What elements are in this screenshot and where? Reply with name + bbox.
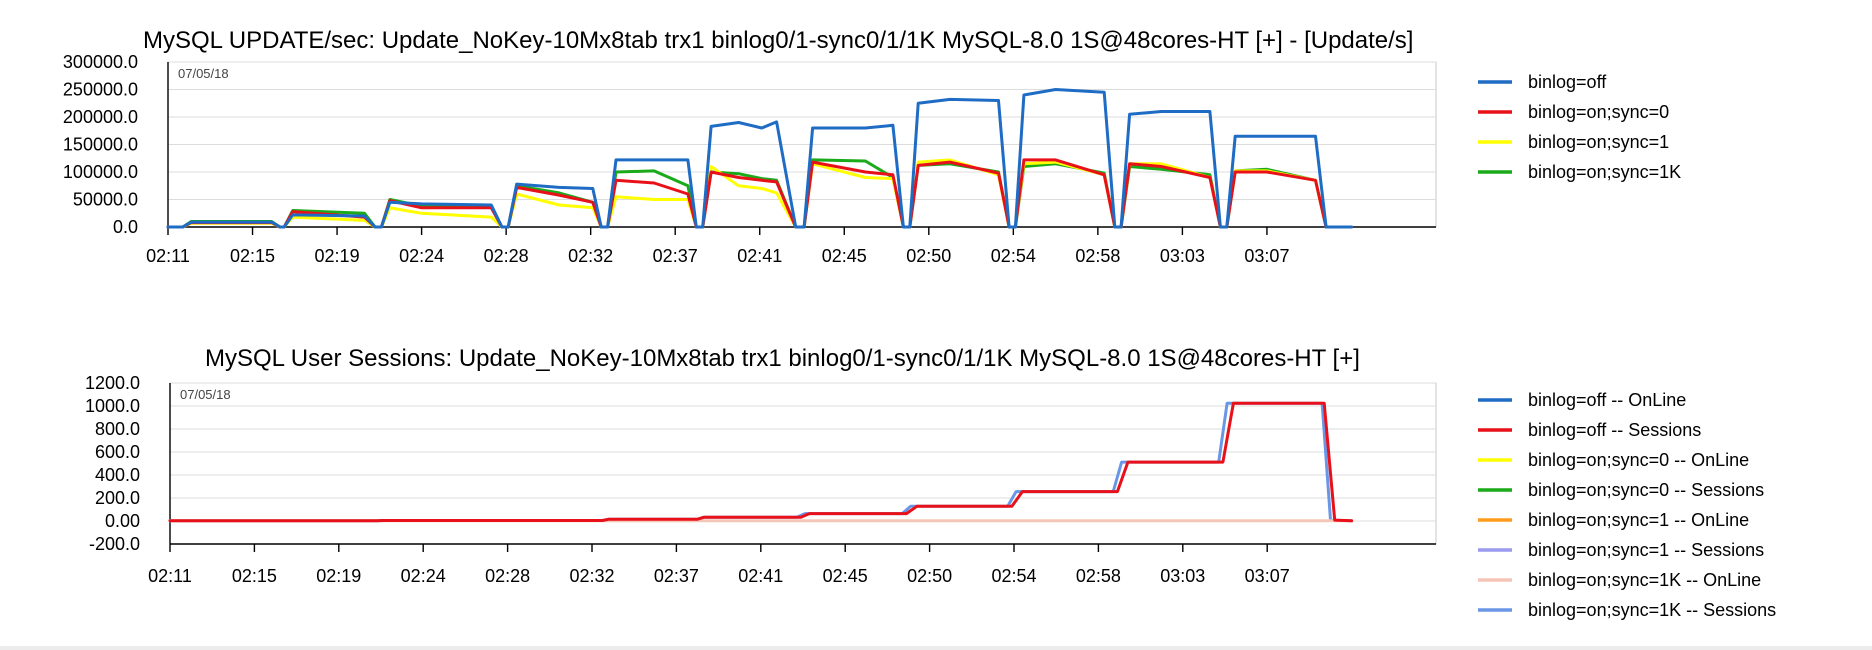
- sessions-legend-label-binlog-on-sync-0-sessions: binlog=on;sync=0 -- Sessions: [1528, 480, 1764, 500]
- sessions-y-tick-label: 600.0: [95, 442, 140, 462]
- sessions-x-tick-label: 03:03: [1160, 566, 1205, 586]
- updates-y-tick-label: 250000.0: [63, 80, 138, 100]
- sessions-y-tick-label: 1200.0: [85, 373, 140, 393]
- updates-x-tick-label: 03:03: [1160, 246, 1205, 266]
- sessions-chart-title: MySQL User Sessions: Update_NoKey-10Mx8t…: [205, 345, 1360, 372]
- updates-x-tick-label: 02:58: [1075, 246, 1120, 266]
- sessions-x-tick-label: 02:15: [232, 566, 277, 586]
- updates-y-tick-label: 0.0: [113, 217, 138, 237]
- sessions-legend-label-binlog-off-sessions: binlog=off -- Sessions: [1528, 420, 1701, 440]
- sessions-series-group: [168, 401, 1354, 523]
- updates-legend: binlog=off binlog=on;sync=0 binlog=on;sync…: [1478, 72, 1681, 182]
- updates-y-tick-label: 150000.0: [63, 135, 138, 155]
- sessions-series-line-binlog-off-sessions: [168, 401, 1354, 523]
- sessions-x-tick-label: 02:11: [148, 566, 192, 586]
- updates-date-stamp: 07/05/18: [178, 66, 229, 81]
- sessions-x-tick-label: 02:41: [738, 566, 783, 586]
- sessions-legend-label-binlog-on-sync-0-online: binlog=on;sync=0 -- OnLine: [1528, 450, 1749, 470]
- sessions-x-tick-label: 02:50: [907, 566, 952, 586]
- updates-y-tick-label: 100000.0: [63, 162, 138, 182]
- sessions-y-tick-label: 800.0: [95, 419, 140, 439]
- updates-x-tick-label: 02:15: [230, 246, 275, 266]
- sessions-chart: MySQL User Sessions: Update_NoKey-10Mx8t…: [85, 345, 1776, 620]
- updates-legend-label-binlog-on-sync-0: binlog=on;sync=0: [1528, 102, 1669, 122]
- sessions-x-tick-label: 02:54: [991, 566, 1036, 586]
- sessions-x-tick-label: 02:19: [316, 566, 361, 586]
- bottom-divider: [0, 646, 1872, 650]
- updates-legend-label-binlog-on-sync-1k: binlog=on;sync=1K: [1528, 162, 1681, 182]
- sessions-legend-label-binlog-off-online: binlog=off -- OnLine: [1528, 390, 1686, 410]
- sessions-x-tick-label: 02:45: [823, 566, 868, 586]
- updates-y-tick-label: 300000.0: [63, 52, 138, 72]
- sessions-legend: binlog=off -- OnLine binlog=off -- Sessio…: [1478, 390, 1776, 620]
- sessions-y-tick-label: 0.00: [105, 511, 140, 531]
- sessions-x-tick-label: 02:32: [569, 566, 614, 586]
- sessions-date-stamp: 07/05/18: [180, 387, 231, 402]
- updates-y-tick-label: 50000.0: [73, 190, 138, 210]
- sessions-legend-label-binlog-on-sync-1k-online: binlog=on;sync=1K -- OnLine: [1528, 570, 1761, 590]
- sessions-x-tick-label: 02:58: [1076, 566, 1121, 586]
- updates-series-group: [166, 88, 1353, 229]
- sessions-y-tick-label: -200.0: [89, 534, 140, 554]
- sessions-x-tick-label: 02:24: [401, 566, 446, 586]
- updates-x-tick-label: 02:37: [653, 246, 698, 266]
- updates-x-tick-label: 03:07: [1244, 246, 1289, 266]
- sessions-x-tick-label: 02:28: [485, 566, 530, 586]
- updates-x-tick-label: 02:45: [822, 246, 867, 266]
- updates-y-tick-label: 200000.0: [63, 107, 138, 127]
- updates-x-tick-label: 02:19: [315, 246, 360, 266]
- updates-legend-label-binlog-on-sync-1: binlog=on;sync=1: [1528, 132, 1669, 152]
- updates-series-line-binlog-off: [166, 88, 1353, 229]
- updates-chart-title: MySQL UPDATE/sec: Update_NoKey-10Mx8tab …: [143, 27, 1413, 54]
- sessions-y-tick-label: 400.0: [95, 465, 140, 485]
- updates-legend-label-binlog-off: binlog=off: [1528, 72, 1607, 92]
- sessions-x-tick-label: 02:37: [654, 566, 699, 586]
- updates-x-tick-label: 02:11: [146, 246, 190, 266]
- sessions-legend-label-binlog-on-sync-1-online: binlog=on;sync=1 -- OnLine: [1528, 510, 1749, 530]
- sessions-y-tick-label: 200.0: [95, 488, 140, 508]
- updates-x-tick-label: 02:41: [737, 246, 782, 266]
- updates-x-tick-label: 02:28: [484, 246, 529, 266]
- sessions-y-tick-label: 1000.0: [85, 396, 140, 416]
- sessions-legend-label-binlog-on-sync-1k-sessions: binlog=on;sync=1K -- Sessions: [1528, 600, 1776, 620]
- updates-chart: MySQL UPDATE/sec: Update_NoKey-10Mx8tab …: [63, 27, 1681, 266]
- updates-x-tick-label: 02:24: [399, 246, 444, 266]
- updates-x-tick-label: 02:32: [568, 246, 613, 266]
- sessions-x-tick-label: 03:07: [1245, 566, 1290, 586]
- updates-x-tick-label: 02:50: [906, 246, 951, 266]
- updates-x-tick-label: 02:54: [991, 246, 1036, 266]
- sessions-legend-label-binlog-on-sync-1-sessions: binlog=on;sync=1 -- Sessions: [1528, 540, 1764, 560]
